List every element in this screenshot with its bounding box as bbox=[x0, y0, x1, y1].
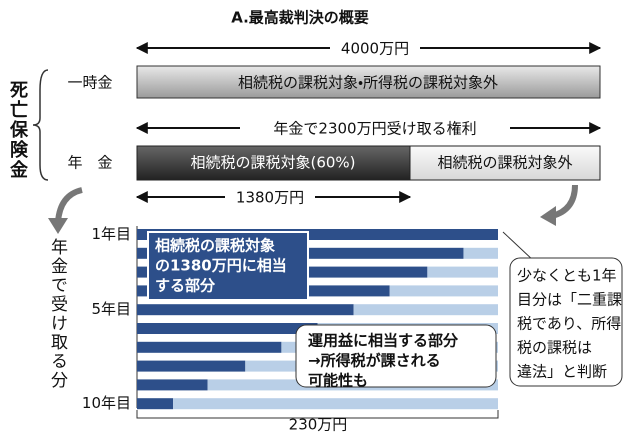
callout-white bbox=[295, 324, 497, 388]
text-line: 目分は「二重課 bbox=[517, 291, 622, 309]
span-label: 4000万円 bbox=[341, 40, 409, 58]
text-line: 運用益に相当する部分 bbox=[308, 332, 459, 350]
curved-arrow bbox=[55, 187, 83, 223]
text-line: 少なくとも1年 bbox=[517, 267, 617, 285]
arrow-head bbox=[48, 218, 68, 234]
year-label: 10年目 bbox=[82, 394, 131, 412]
span-label: 1380万円 bbox=[236, 189, 304, 207]
brace bbox=[32, 69, 49, 181]
untaxed-box-text: 相続税の課税対象外 bbox=[437, 154, 572, 172]
bar-dark bbox=[137, 398, 174, 410]
text-line: →所得税が課される bbox=[308, 352, 441, 370]
bar-dark bbox=[137, 360, 246, 372]
bar-dark bbox=[137, 304, 354, 316]
untaxed-box bbox=[409, 145, 601, 181]
text-line: する部分 bbox=[155, 277, 216, 295]
year-label: 5年目 bbox=[91, 300, 131, 318]
title: A.最高裁判決の概要 bbox=[231, 9, 369, 27]
label-bg bbox=[240, 118, 510, 138]
label-bg bbox=[330, 38, 420, 58]
text-line: の1380万円に相当 bbox=[155, 257, 287, 275]
bar-light bbox=[389, 285, 498, 297]
text-line: 税の課税は bbox=[517, 339, 592, 357]
lump-box-text: 相続税の課税対象・所得税の課税対象外 bbox=[238, 74, 498, 92]
year-label: 1年目 bbox=[91, 225, 131, 243]
note-box bbox=[509, 257, 623, 387]
text-line: 相続税の課税対象 bbox=[155, 237, 275, 255]
span-label: 年金で2300万円受け取る権利 bbox=[273, 120, 476, 138]
text-line: 税であり、所得 bbox=[517, 315, 621, 333]
bar-dark bbox=[137, 341, 282, 353]
pointer-line bbox=[502, 231, 536, 263]
label-bg bbox=[225, 187, 315, 207]
lump-label: 一時金 bbox=[67, 74, 112, 92]
bar-dark bbox=[137, 323, 318, 334]
annuity-label: 年 金 bbox=[67, 154, 112, 172]
bottom-brace bbox=[136, 410, 499, 419]
bar-light bbox=[173, 398, 498, 410]
taxed-box-text: 相続税の課税対象(60%) bbox=[190, 154, 355, 172]
text-line: 可能性も bbox=[308, 372, 368, 390]
side-label: 死亡保険金 bbox=[7, 80, 28, 180]
lump-box bbox=[136, 65, 601, 99]
bar-light bbox=[353, 304, 498, 316]
text-line: 違法」と判断 bbox=[517, 363, 607, 381]
bar-dark bbox=[137, 229, 498, 240]
taxed-box bbox=[136, 145, 411, 181]
bar-dark bbox=[137, 379, 208, 391]
callout-dark bbox=[147, 231, 309, 301]
arrow-head bbox=[540, 206, 556, 226]
span-label: 230万円 bbox=[289, 416, 348, 434]
bar-light bbox=[463, 247, 498, 259]
bar-light bbox=[427, 266, 498, 278]
annual-label: 年金で受け取る分 bbox=[47, 238, 67, 390]
